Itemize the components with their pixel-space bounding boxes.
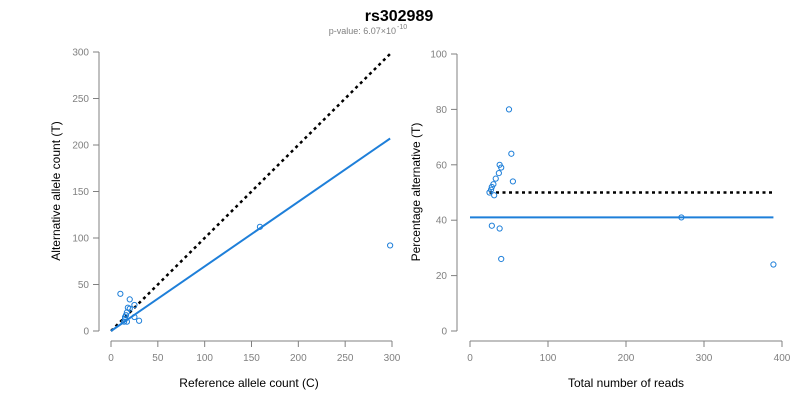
data-point xyxy=(509,178,517,185)
y-tick-label: 0 xyxy=(83,327,89,338)
y-tick-label: 50 xyxy=(78,280,90,291)
data-point xyxy=(131,313,138,321)
x-axis-label: Reference allele count (C) xyxy=(179,376,318,390)
data-point xyxy=(256,223,264,230)
x-tick-label: 150 xyxy=(243,353,260,364)
data-point xyxy=(678,214,685,221)
y-tick-label: 0 xyxy=(441,327,447,338)
x-tick-label: 300 xyxy=(384,353,401,364)
data-point xyxy=(498,164,505,171)
y-tick-label: 300 xyxy=(72,48,89,59)
chart-subtitle: p-value: 6.07×10 xyxy=(329,26,396,36)
fit-line xyxy=(110,137,391,332)
data-point xyxy=(495,170,502,177)
data-point xyxy=(492,175,499,182)
x-tick-label: 400 xyxy=(774,353,791,364)
x-tick-label: 200 xyxy=(290,353,307,364)
y-axis-label: Alternative allele count (T) xyxy=(49,121,63,260)
chart-title: rs302989 xyxy=(365,8,434,25)
y-tick-label: 20 xyxy=(436,271,448,282)
x-tick-label: 0 xyxy=(467,353,473,364)
left-panel: 0 50 100 150 200 250 300 0 50 100 150 200 250 300 Refe… xyxy=(49,48,401,391)
data-point xyxy=(505,106,513,113)
x-tick-label: 100 xyxy=(540,353,557,364)
data-point xyxy=(496,225,503,232)
x-tick-label: 300 xyxy=(696,353,713,364)
data-point xyxy=(123,318,131,325)
data-point xyxy=(117,290,124,297)
x-tick-label: 250 xyxy=(337,353,354,364)
x-tick-label: 50 xyxy=(152,353,164,364)
y-axis-label: Percentage alternative (T) xyxy=(409,123,423,262)
x-tick-label: 200 xyxy=(618,353,635,364)
y-tick-label: 250 xyxy=(72,94,89,105)
right-panel: 0 100 200 300 400 0 20 40 60 80 100 Total number of… xyxy=(409,50,791,391)
y-tick-label: 80 xyxy=(436,105,448,116)
data-point xyxy=(491,192,498,199)
data-point xyxy=(488,222,495,229)
x-axis-label: Total number of reads xyxy=(568,376,684,390)
data-point xyxy=(126,296,133,303)
reference-line xyxy=(110,52,392,332)
data-point xyxy=(498,255,505,263)
y-tick-label: 60 xyxy=(436,160,448,171)
x-tick-label: 0 xyxy=(108,353,114,364)
y-tick-label: 100 xyxy=(430,50,447,61)
data-point xyxy=(387,242,394,249)
chart-subtitle-exponent: -10 xyxy=(397,24,407,31)
data-point xyxy=(122,312,130,319)
y-tick-label: 200 xyxy=(72,141,89,152)
y-tick-label: 100 xyxy=(72,234,89,245)
data-point xyxy=(487,186,495,193)
data-point xyxy=(131,301,138,309)
y-tick-label: 150 xyxy=(72,187,89,198)
data-point xyxy=(126,305,133,312)
y-tick-label: 40 xyxy=(436,216,448,227)
data-point xyxy=(508,150,515,157)
data-point xyxy=(136,317,143,324)
data-point xyxy=(490,181,497,188)
x-tick-label: 100 xyxy=(196,353,213,364)
data-point xyxy=(770,261,777,268)
